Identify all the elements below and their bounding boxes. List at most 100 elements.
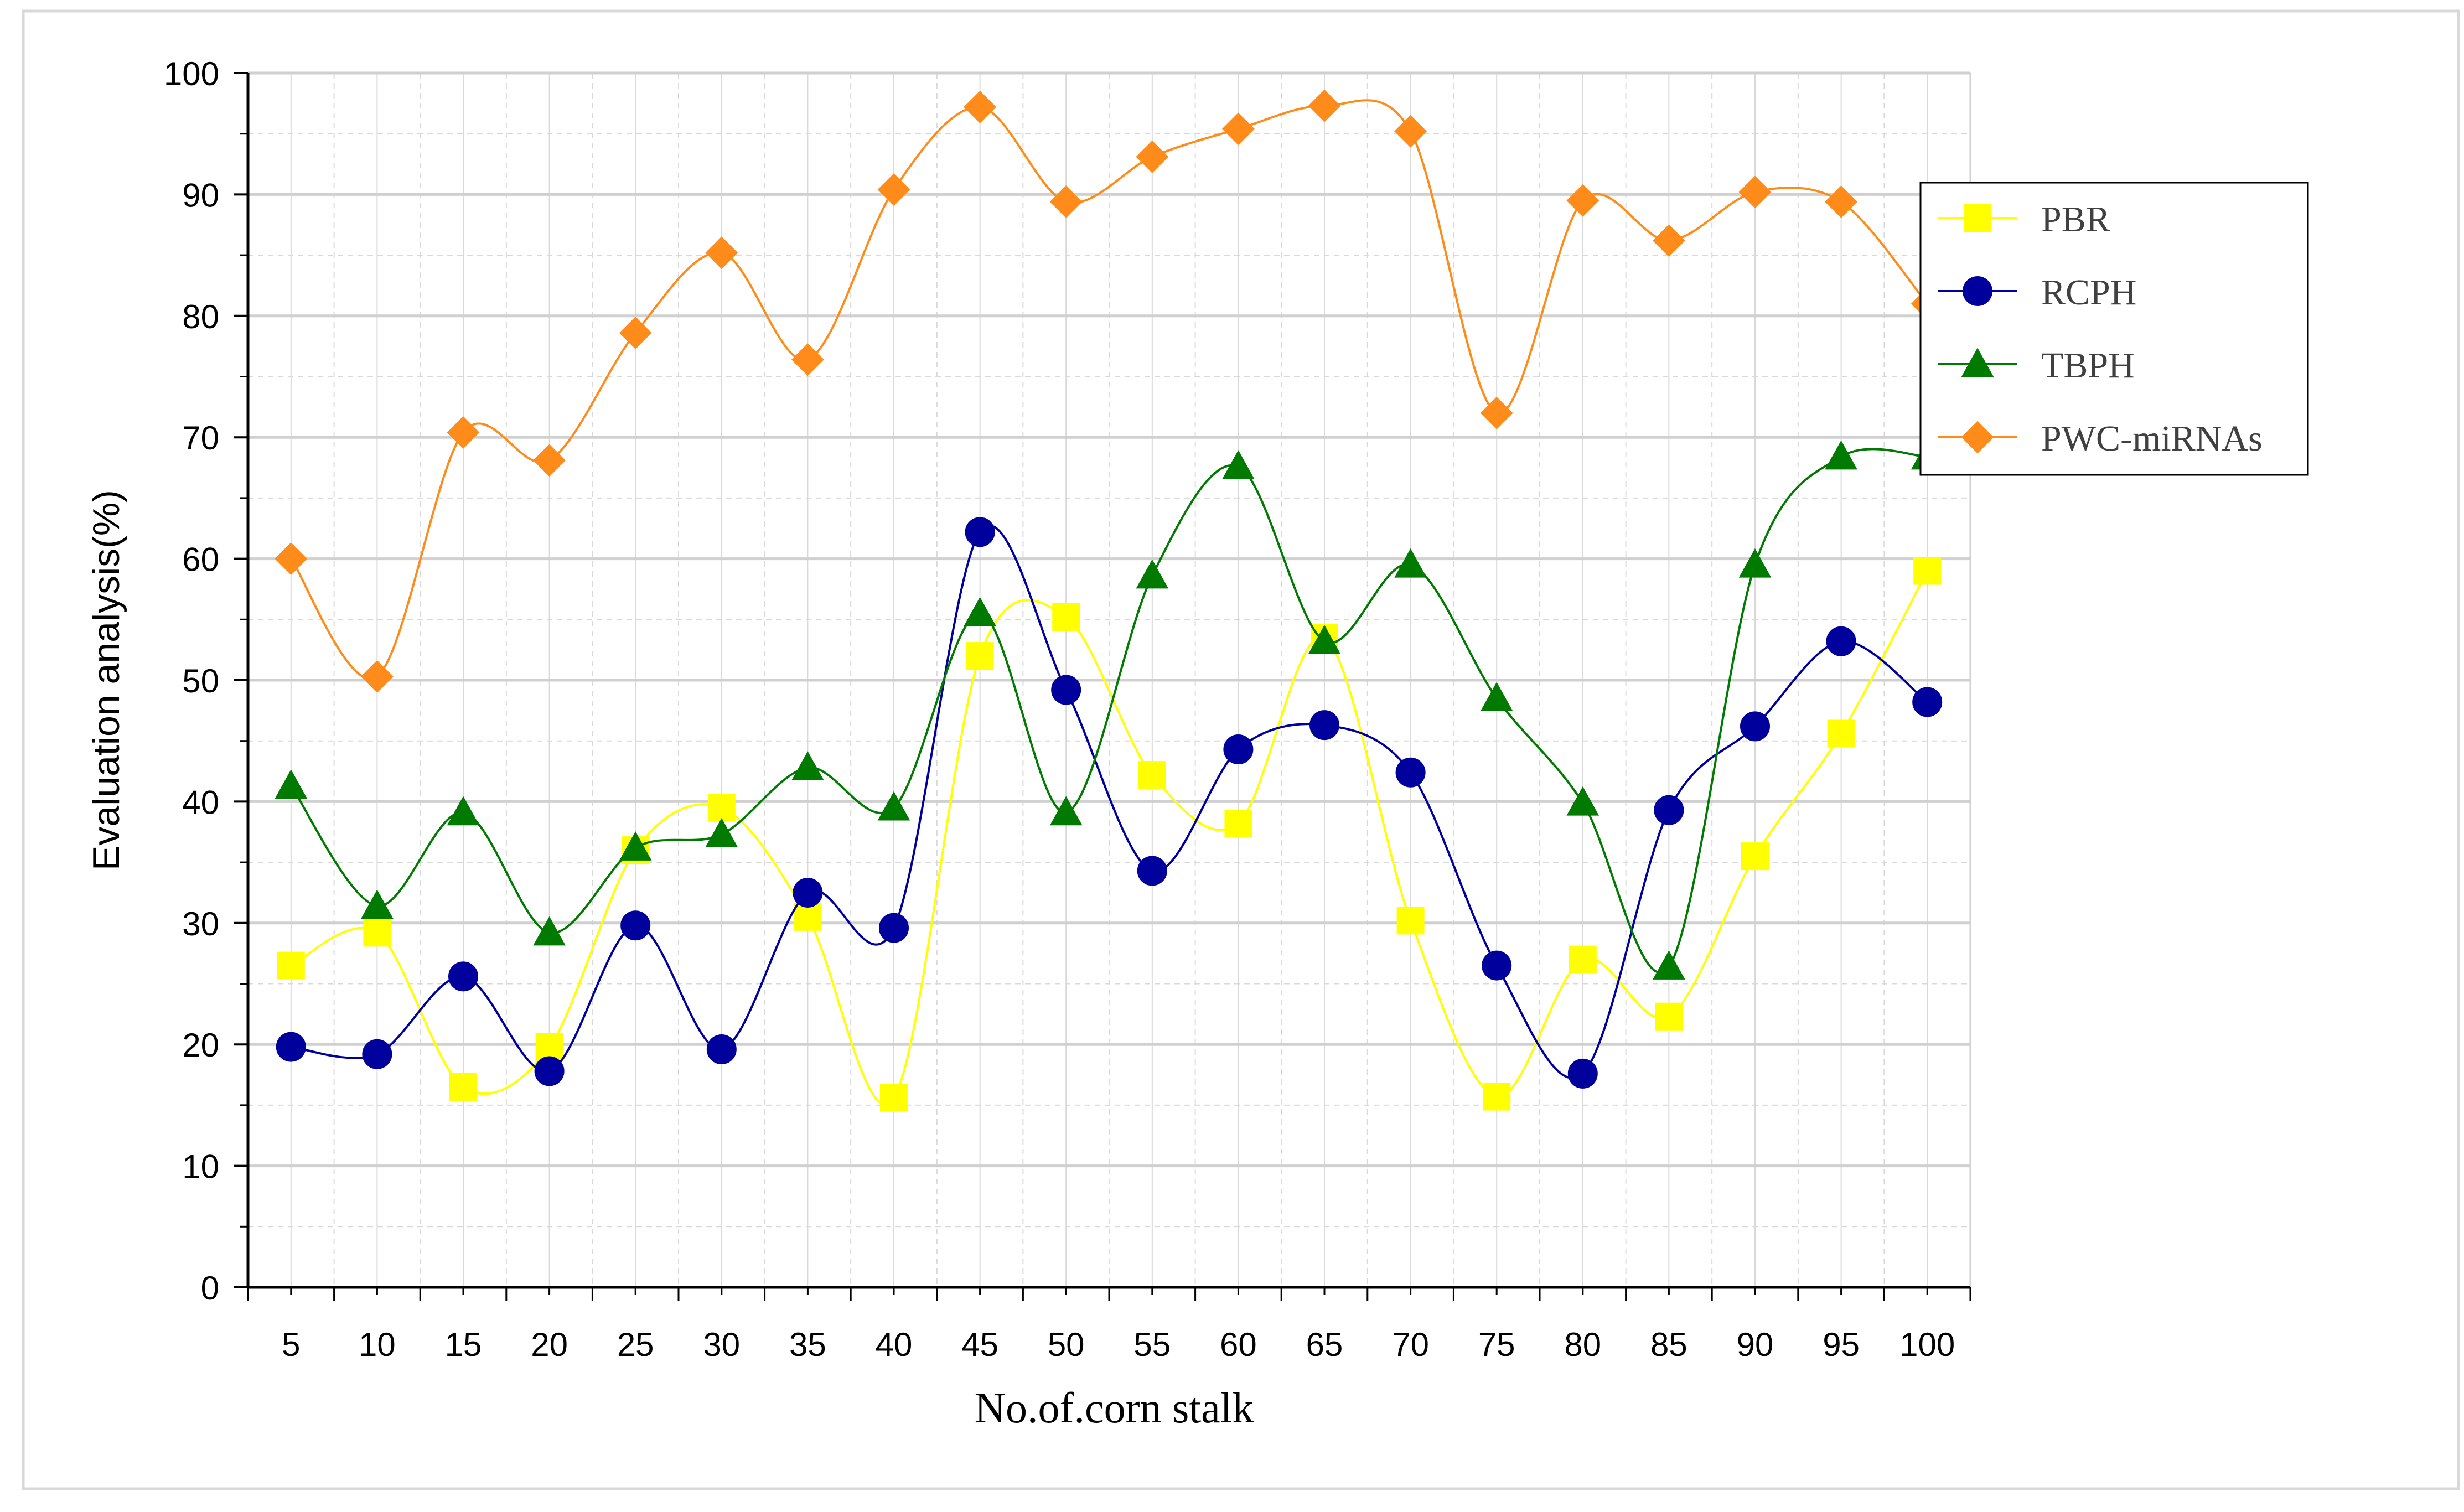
x-tick-label: 25 xyxy=(617,1326,654,1363)
data-point xyxy=(1738,548,1772,578)
data-point xyxy=(966,642,994,670)
data-point xyxy=(1480,682,1513,711)
data-point xyxy=(1825,440,1857,470)
data-point xyxy=(1137,856,1167,886)
x-tick-label: 65 xyxy=(1306,1326,1343,1363)
data-point xyxy=(1566,786,1599,816)
data-point xyxy=(533,916,566,946)
legend: PBR RCPH TBPH PWC-miRNAs xyxy=(1919,182,2309,476)
data-point xyxy=(363,919,391,947)
data-point xyxy=(964,597,996,626)
x-tick-label: 50 xyxy=(1048,1326,1085,1363)
data-point xyxy=(1482,950,1512,981)
legend-label: PBR xyxy=(2041,199,2110,240)
data-point xyxy=(361,889,394,919)
data-point xyxy=(449,1073,477,1101)
y-tick-label: 80 xyxy=(182,298,219,335)
data-point xyxy=(877,173,910,206)
data-point xyxy=(1913,557,1942,585)
y-axis-label: Evaluation analysis(%) xyxy=(85,490,127,871)
legend-swatch-marker xyxy=(1964,204,1991,232)
series-layer xyxy=(275,89,1944,1112)
data-point xyxy=(276,1032,306,1062)
data-point xyxy=(1136,140,1169,173)
x-tick-label: 15 xyxy=(445,1326,482,1363)
legend-label: TBPH xyxy=(2041,345,2135,386)
series-rcph xyxy=(276,517,1943,1089)
y-tick-label: 40 xyxy=(182,784,219,821)
data-point xyxy=(360,660,394,693)
data-point xyxy=(1740,711,1770,742)
data-point xyxy=(1138,761,1166,789)
data-point xyxy=(1308,625,1341,654)
data-point xyxy=(707,794,736,822)
data-point xyxy=(1396,907,1425,935)
x-tick-label: 70 xyxy=(1392,1326,1429,1363)
x-axis-label: No.of.corn stalk xyxy=(975,1384,1254,1432)
data-point xyxy=(1825,185,1858,218)
data-point xyxy=(1826,626,1856,656)
y-tick-label: 50 xyxy=(182,662,219,700)
legend-label: RCPH xyxy=(2041,272,2136,313)
data-point xyxy=(1653,950,1685,980)
data-point xyxy=(534,1056,565,1086)
x-tick-label: 75 xyxy=(1478,1326,1515,1363)
data-point xyxy=(791,343,824,376)
data-point xyxy=(277,951,305,980)
legend-swatch-marker xyxy=(1963,276,1992,306)
legend-swatch-marker xyxy=(1961,348,1994,377)
legend-entry: PBR xyxy=(1938,199,2110,240)
data-point xyxy=(535,1033,563,1061)
data-point xyxy=(1394,115,1427,148)
y-tick-label: 0 xyxy=(201,1270,219,1307)
y-tick-label: 10 xyxy=(182,1148,219,1185)
data-point xyxy=(620,910,651,941)
axes xyxy=(234,72,1971,1301)
x-tick-label: 20 xyxy=(531,1326,568,1363)
data-point xyxy=(1221,112,1255,146)
series-pwc-mirnas xyxy=(275,89,1944,693)
data-point xyxy=(877,791,910,821)
series-tbph xyxy=(275,440,1944,980)
data-point xyxy=(275,542,308,576)
x-tick-label: 80 xyxy=(1564,1326,1601,1363)
data-point xyxy=(1569,945,1597,974)
data-point xyxy=(1395,757,1426,788)
x-tick-label: 55 xyxy=(1133,1326,1171,1363)
x-tick-label: 30 xyxy=(703,1326,740,1363)
data-point xyxy=(1309,710,1339,741)
data-point xyxy=(1052,603,1080,631)
x-tick-label: 85 xyxy=(1650,1326,1687,1363)
data-point xyxy=(1223,734,1254,765)
data-point xyxy=(1567,1058,1598,1089)
data-point xyxy=(794,903,822,931)
minor-gridlines xyxy=(248,73,1970,1287)
legend-swatch-marker xyxy=(1961,421,1994,454)
data-point xyxy=(448,961,478,992)
data-point xyxy=(1738,175,1772,209)
data-point xyxy=(1222,450,1255,479)
data-point xyxy=(1051,675,1081,705)
data-point xyxy=(1049,796,1083,826)
data-point xyxy=(275,769,308,799)
data-point xyxy=(447,416,480,449)
legend-entry: TBPH xyxy=(1938,345,2135,386)
data-point xyxy=(793,877,823,908)
data-point xyxy=(1566,184,1599,217)
legend-label: PWC-miRNAs xyxy=(2041,418,2263,459)
data-point xyxy=(1654,795,1684,825)
data-point xyxy=(619,317,652,349)
data-point xyxy=(362,1039,392,1069)
y-tick-label: 60 xyxy=(182,541,219,578)
data-point xyxy=(705,817,738,847)
legend-entry: RCPH xyxy=(1938,272,2136,313)
x-tick-label: 10 xyxy=(359,1326,396,1363)
y-tick-label: 100 xyxy=(164,55,219,92)
data-point xyxy=(1912,687,1943,717)
data-point xyxy=(533,444,566,477)
data-point xyxy=(1394,548,1427,578)
y-tick-label: 70 xyxy=(182,420,219,457)
x-tick-label: 40 xyxy=(876,1326,913,1363)
legend-entry: PWC-miRNAs xyxy=(1938,418,2263,459)
